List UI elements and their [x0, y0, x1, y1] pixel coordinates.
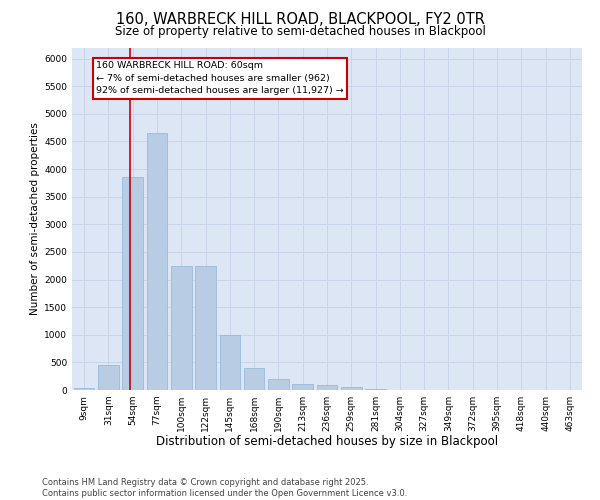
Bar — [171, 266, 191, 390]
Text: 160 WARBRECK HILL ROAD: 60sqm
← 7% of semi-detached houses are smaller (962)
92%: 160 WARBRECK HILL ROAD: 60sqm ← 7% of se… — [96, 62, 344, 96]
Bar — [341, 387, 362, 390]
Bar — [74, 388, 94, 390]
Bar — [268, 379, 289, 390]
Bar — [292, 384, 313, 390]
Text: Size of property relative to semi-detached houses in Blackpool: Size of property relative to semi-detach… — [115, 24, 485, 38]
Text: Contains HM Land Registry data © Crown copyright and database right 2025.
Contai: Contains HM Land Registry data © Crown c… — [42, 478, 407, 498]
Bar — [220, 335, 240, 390]
X-axis label: Distribution of semi-detached houses by size in Blackpool: Distribution of semi-detached houses by … — [156, 436, 498, 448]
Bar — [195, 266, 216, 390]
Bar — [98, 365, 119, 390]
Bar — [244, 368, 265, 390]
Bar — [146, 133, 167, 390]
Bar — [317, 385, 337, 390]
Text: 160, WARBRECK HILL ROAD, BLACKPOOL, FY2 0TR: 160, WARBRECK HILL ROAD, BLACKPOOL, FY2 … — [116, 12, 484, 28]
Y-axis label: Number of semi-detached properties: Number of semi-detached properties — [30, 122, 40, 315]
Bar — [122, 178, 143, 390]
